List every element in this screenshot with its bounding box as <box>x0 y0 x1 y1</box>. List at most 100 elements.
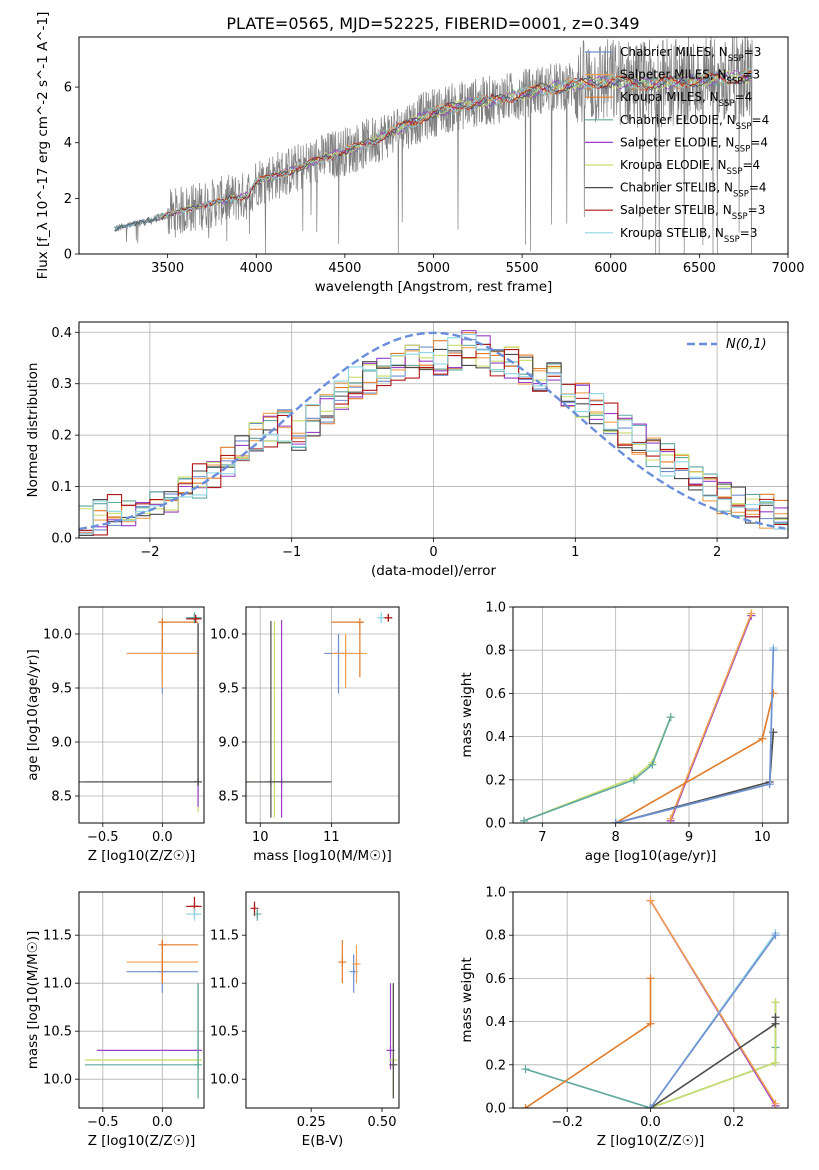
legend-label: Salpeter ELODIE, NSSP=4 <box>620 135 768 154</box>
series-marker <box>771 998 780 1007</box>
plot-area <box>114 37 753 254</box>
series-line <box>649 900 777 1105</box>
series-marker <box>765 780 774 789</box>
plot-area <box>79 612 203 813</box>
x-tick-label: 5500 <box>506 261 539 276</box>
y-tick-label: 11.0 <box>43 977 72 992</box>
data-point <box>158 649 167 658</box>
data-point <box>190 613 199 622</box>
x-tick-label: 7 <box>538 830 546 845</box>
x-tick-label: 0.0 <box>640 1115 661 1130</box>
axes-frame <box>512 606 789 824</box>
data-point <box>355 618 364 627</box>
y-tick-label: 0.0 <box>485 1102 506 1117</box>
x-tick-label: 11 <box>323 830 340 845</box>
figure-title: PLATE=0565, MJD=52225, FIBERID=0001, z=0… <box>226 14 639 33</box>
x-axis-label: age [log10(age/yr)] <box>585 848 717 864</box>
y-axis-label: mass weight <box>459 957 475 1042</box>
y-tick-label: 0.2 <box>485 773 506 788</box>
model-spectrum <box>158 70 752 220</box>
x-tick-label: 7000 <box>771 261 804 276</box>
panel-mass-vs-ebv: 0.25 0.50 10.0 10.5 11.0 11.5 E(B-V) <box>210 891 400 1149</box>
x-tick-label: 10 <box>252 830 269 845</box>
y-tick-label: 2 <box>64 192 72 207</box>
x-tick-label: 4500 <box>328 261 361 276</box>
series-marker <box>769 689 778 698</box>
y-tick-label: 0.4 <box>51 326 72 341</box>
series-marker <box>771 1058 780 1067</box>
legend: N(0,1) <box>687 337 767 352</box>
y-tick-label: 10.5 <box>210 1025 239 1040</box>
data-point <box>384 613 393 622</box>
axes-frame <box>78 891 205 1109</box>
histogram-series <box>79 333 788 535</box>
panel-mass-weight-vs-age: 7 8 9 10 0.0 0.2 0.4 0.6 0.8 1.0 age [log10(age/yr… <box>459 601 789 864</box>
axes-frame <box>78 606 205 824</box>
data-point <box>194 777 203 786</box>
y-tick-label: 9.0 <box>51 736 72 751</box>
series-marker <box>630 775 638 784</box>
data-point <box>352 960 361 968</box>
data-point <box>253 910 262 919</box>
panel-mass-weight-vs-Z: −0.2 0.0 0.2 0.0 0.2 0.4 0.6 0.8 1.0 Z [log10(Z/Z… <box>459 886 789 1149</box>
series-marker <box>646 896 655 905</box>
series-line <box>523 716 672 822</box>
x-tick-label: 0.50 <box>368 1115 397 1130</box>
y-tick-label: 0.2 <box>51 429 72 444</box>
y-tick-label: 10.0 <box>43 628 72 643</box>
y-axis-label: mass weight <box>459 672 475 757</box>
data-point <box>190 910 199 919</box>
y-tick-label: 0.8 <box>485 929 506 944</box>
x-tick-label: 0.0 <box>152 830 173 845</box>
x-tick-label: −0.5 <box>87 1115 119 1130</box>
plot-area <box>250 901 398 1099</box>
x-axis-label: wavelength [Angstrom, rest frame] <box>315 279 553 295</box>
series-marker <box>758 734 767 743</box>
plot-area <box>521 896 780 1108</box>
gaussian-curve <box>79 331 786 531</box>
x-tick-label: −0.5 <box>87 830 119 845</box>
y-tick-label: 6 <box>64 81 72 96</box>
x-tick-label: 4000 <box>240 261 273 276</box>
y-tick-label: 9.0 <box>218 736 239 751</box>
y-tick-label: 10.0 <box>43 1073 72 1088</box>
y-axis-label: age [log10(age/yr)] <box>25 649 41 781</box>
panel-age-vs-Z: −0.5 0.0 8.5 9.0 9.5 10.0 Z [log10(Z/Z☉)] age [… <box>25 606 205 864</box>
y-tick-label: 0.3 <box>51 377 72 392</box>
series-marker <box>521 1065 530 1074</box>
x-tick-label: 6500 <box>683 261 716 276</box>
series-marker <box>520 816 528 823</box>
x-axis-label: E(B-V) <box>302 1133 344 1149</box>
data-point <box>191 614 200 623</box>
series-line <box>615 647 775 823</box>
legend-label: Kroupa MILES, NSSP=4 <box>620 90 752 109</box>
series-line <box>523 716 672 822</box>
series-marker <box>648 760 657 769</box>
y-tick-label: 8.5 <box>51 790 72 805</box>
histogram-series <box>79 343 788 536</box>
data-point <box>266 777 275 786</box>
y-tick-label: 0.1 <box>51 480 72 495</box>
series-marker <box>747 609 756 618</box>
series-line <box>650 1017 777 1108</box>
series-marker <box>646 1019 655 1028</box>
y-tick-label: 0.0 <box>485 817 506 832</box>
panel-mass-vs-Z: −0.5 0.0 10.0 10.5 11.0 11.5 Z [log10(Z/Z☉)] ma… <box>25 891 205 1149</box>
x-tick-label: 0.0 <box>152 1115 173 1130</box>
series-marker <box>771 1099 780 1108</box>
y-tick-label: 11.5 <box>210 929 239 944</box>
data-point <box>389 1060 398 1069</box>
data-point <box>194 1060 203 1069</box>
plot-area <box>246 612 393 818</box>
panel-residuals: −2 −1 0 1 2 0.0 0.1 0.2 0.3 0.4 (data-model)/error… <box>25 321 789 579</box>
y-tick-label: 0.6 <box>485 972 506 987</box>
legend-label: Salpeter MILES, NSSP=3 <box>620 68 760 87</box>
y-tick-label: 10.0 <box>210 1073 239 1088</box>
plot-area <box>84 896 203 1099</box>
series-marker <box>769 646 778 655</box>
model-spectrum <box>158 68 752 220</box>
y-tick-label: 4 <box>64 136 72 151</box>
series-line <box>650 1002 777 1108</box>
y-tick-label: 1.0 <box>485 601 506 616</box>
axes-frame <box>245 891 400 1109</box>
